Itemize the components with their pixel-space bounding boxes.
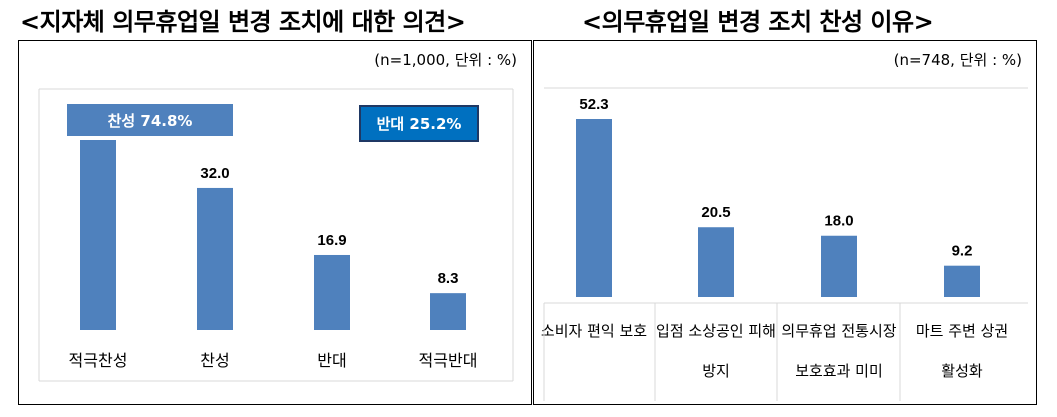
bar: [80, 140, 116, 330]
category-label: 보호효과 미미: [795, 362, 883, 380]
category-label: 활성화: [941, 362, 983, 380]
category-label: 적극찬성: [69, 351, 128, 370]
opinion-chart-panel: (n=1,000, 단위 : %) 42.8적극찬성32.0찬성16.9반대8.…: [18, 40, 532, 405]
value-label: 18.0: [824, 213, 853, 230]
sample-size-note: (n=1,000, 단위 : %): [374, 51, 517, 69]
category-label: 반대: [317, 351, 346, 370]
approve-total-badge: 찬성 74.8%: [67, 104, 233, 136]
bar: [314, 254, 350, 330]
value-label: 52.3: [579, 96, 608, 113]
bar: [197, 187, 233, 330]
value-label: 32.0: [200, 165, 229, 182]
value-label: 8.3: [438, 270, 459, 287]
bar: [944, 265, 980, 297]
category-label: 마트 주변 상권: [916, 322, 1008, 340]
category-label: 방지: [702, 362, 730, 380]
bar: [698, 227, 734, 297]
value-label: 16.9: [317, 232, 346, 249]
category-label: 소비자 편익 보호: [541, 322, 647, 340]
category-label: 찬성: [200, 351, 229, 370]
category-label: 적극반대: [419, 351, 478, 370]
category-label: 의무휴업 전통시장: [781, 322, 896, 340]
bar: [821, 235, 857, 297]
right-chart-title: <의무휴업일 변경 조치 찬성 이유>: [582, 8, 934, 36]
category-label: 입점 소상공인 피해: [656, 322, 776, 340]
value-label: 20.5: [701, 204, 730, 221]
bar: [576, 119, 612, 297]
reason-chart-panel: (n=748, 단위 : %) 52.3 소비자 편익 보호 20.5 입점 소상공인…: [533, 40, 1037, 405]
value-label: 9.2: [952, 243, 973, 260]
bar: [430, 293, 466, 330]
sample-size-note: (n=748, 단위 : %): [893, 51, 1022, 69]
oppose-total-badge: 반대 25.2%: [359, 105, 479, 142]
left-chart-title: <지자체 의무휴업일 변경 조치에 대한 의견>: [20, 8, 466, 36]
